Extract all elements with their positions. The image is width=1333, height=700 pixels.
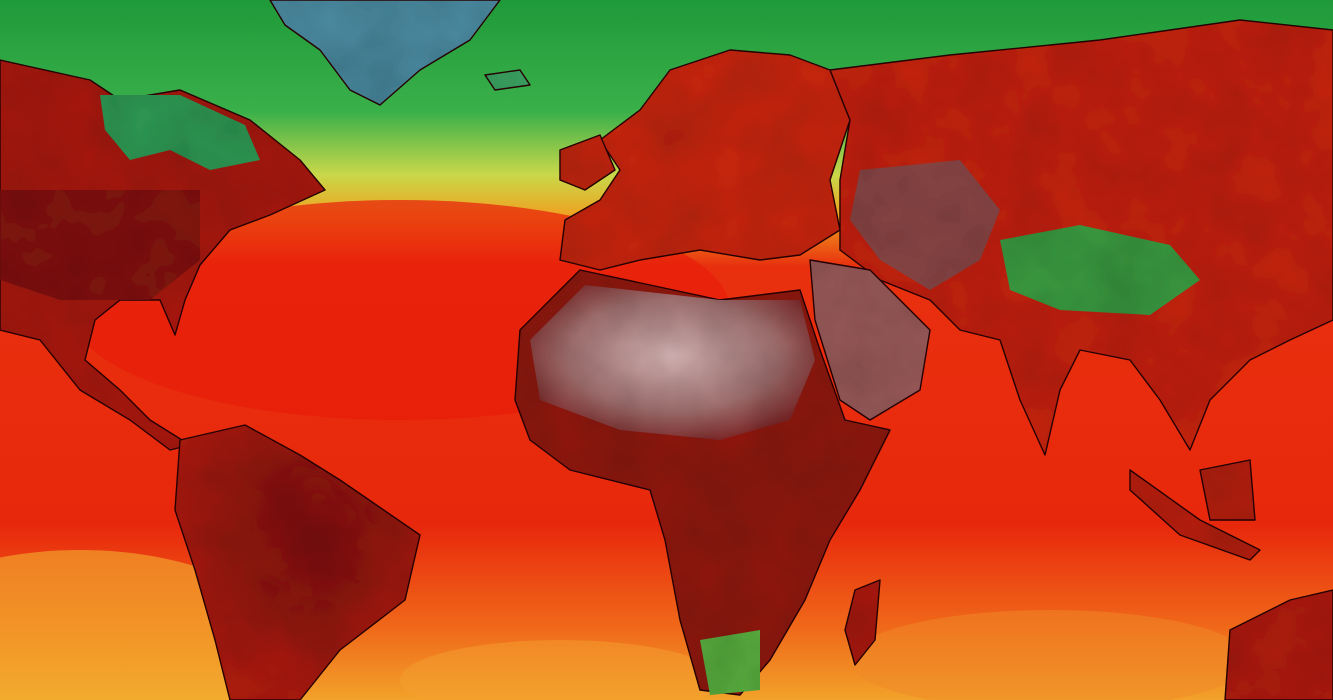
sumatra-java bbox=[1129, 469, 1261, 561]
cool-ocean bbox=[400, 640, 720, 700]
south-america bbox=[174, 424, 421, 700]
madagascar bbox=[844, 579, 881, 666]
europe bbox=[559, 49, 851, 271]
arabia bbox=[809, 259, 931, 421]
us-heat bbox=[0, 190, 200, 300]
south-africa-cool bbox=[700, 630, 760, 695]
greenland bbox=[269, 0, 501, 106]
british-isles bbox=[559, 134, 616, 191]
sahara-heat bbox=[530, 285, 815, 440]
iceland bbox=[484, 69, 531, 91]
australia bbox=[1224, 589, 1333, 700]
cool-ocean bbox=[850, 610, 1250, 700]
borneo bbox=[1199, 459, 1256, 521]
tibet-cool bbox=[1000, 225, 1200, 315]
central-asia-heat bbox=[850, 160, 1000, 290]
canada-cool bbox=[100, 95, 260, 170]
